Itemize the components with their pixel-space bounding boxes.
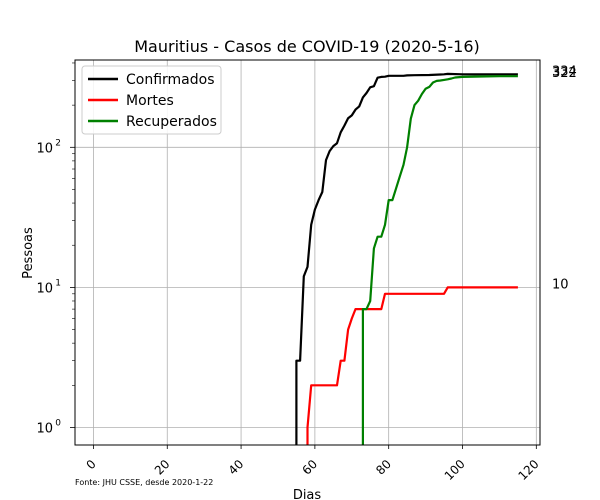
y-tick-label: 10 <box>36 281 53 296</box>
x-tick-label: 40 <box>226 457 247 478</box>
x-tick-label: 100 <box>442 457 468 483</box>
series-line-confirmados <box>295 72 518 445</box>
end-label-confirmados: 334 <box>552 64 577 79</box>
end-labels: 334 10 322 <box>552 64 577 292</box>
series-line-recuperados <box>361 75 518 445</box>
end-label-mortes: 10 <box>552 277 569 292</box>
y-tick-exponent: 1 <box>55 278 61 288</box>
y-axis-label: Pessoas <box>21 227 36 279</box>
source-note: Fonte: JHU CSSE, desde 2020-1-22 <box>75 478 214 487</box>
y-tick-exponent: 0 <box>55 418 61 428</box>
series-line-mortes <box>306 286 518 445</box>
x-tick-label: 120 <box>516 457 542 483</box>
y-tick-label: 10 <box>36 421 53 436</box>
x-tick-label: 80 <box>373 457 394 478</box>
y-tick-label: 10 <box>36 141 53 156</box>
x-tick-label: 0 <box>83 457 98 472</box>
end-label-recuperados: 322 <box>552 66 577 81</box>
y-tick-exponent: 2 <box>55 138 61 148</box>
x-axis-label: Dias <box>293 488 322 500</box>
legend-box <box>81 65 222 135</box>
legend: Confirmados Mortes Recuperados <box>81 65 222 135</box>
legend-label: Recuperados <box>126 114 217 130</box>
x-tick-label: 20 <box>152 457 173 478</box>
series-lines <box>295 72 518 445</box>
plot-frame <box>74 59 541 446</box>
chart-title: Mauritius - Casos de COVID-19 (2020-5-16… <box>134 37 480 56</box>
x-tick-label: 60 <box>299 457 320 478</box>
legend-label: Confirmados <box>126 72 215 88</box>
legend-label: Mortes <box>126 93 174 109</box>
